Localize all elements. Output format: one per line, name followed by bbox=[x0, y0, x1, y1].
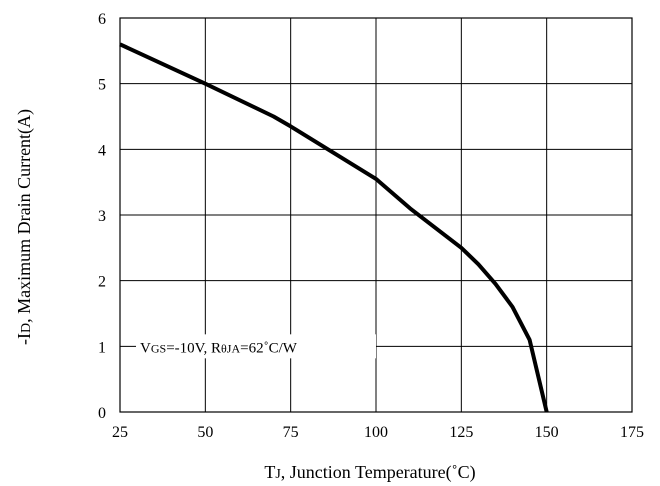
annotation-theta: θ bbox=[221, 341, 227, 355]
x-axis-label-rest: , Junction Temperature(˚C) bbox=[281, 462, 476, 483]
x-axis-label-main: T bbox=[264, 462, 275, 482]
annotation-v: V bbox=[140, 340, 151, 356]
annotation-ja: JA bbox=[227, 341, 241, 355]
x-tick-label: 150 bbox=[535, 424, 559, 441]
x-tick-label: 100 bbox=[364, 424, 388, 441]
annotation-end: =62˚C/W bbox=[240, 340, 298, 356]
annotation-gs: GS bbox=[151, 341, 166, 355]
y-tick-label: 1 bbox=[98, 339, 106, 356]
y-axis-label-sub: D bbox=[19, 323, 34, 333]
x-tick-label: 50 bbox=[197, 424, 213, 441]
y-axis-label-main: -I bbox=[14, 333, 34, 345]
y-axis-label: -ID, Maximum Drain Current(A) bbox=[14, 109, 35, 345]
y-tick-label: 6 bbox=[98, 11, 106, 28]
x-tick-label: 175 bbox=[620, 424, 644, 441]
x-axis-label: TJ, Junction Temperature(˚C) bbox=[264, 462, 475, 483]
x-tick-label: 25 bbox=[112, 424, 128, 441]
test-condition-annotation: VGS=-10V, RθJA=62˚C/W bbox=[140, 340, 298, 356]
y-tick-label: 0 bbox=[98, 405, 106, 422]
x-axis-label-sub: J bbox=[275, 467, 281, 482]
y-tick-label: 3 bbox=[98, 208, 106, 225]
x-tick-label: 125 bbox=[449, 424, 473, 441]
x-tick-labels: 25 50 75 100 125 150 175 bbox=[112, 424, 644, 441]
x-tick-label: 75 bbox=[283, 424, 299, 441]
y-tick-label: 5 bbox=[98, 77, 106, 94]
y-tick-label: 4 bbox=[98, 142, 106, 159]
y-axis-label-rest: , Maximum Drain Current(A) bbox=[14, 109, 35, 323]
plot-frame bbox=[119, 17, 633, 413]
annotation-background bbox=[136, 334, 376, 359]
y-tick-labels: 0 1 2 3 4 5 6 bbox=[98, 11, 106, 422]
current-derating-curve bbox=[119, 42, 549, 413]
annotation-mid: =-10V, R bbox=[166, 340, 221, 356]
y-tick-label: 2 bbox=[98, 274, 106, 291]
